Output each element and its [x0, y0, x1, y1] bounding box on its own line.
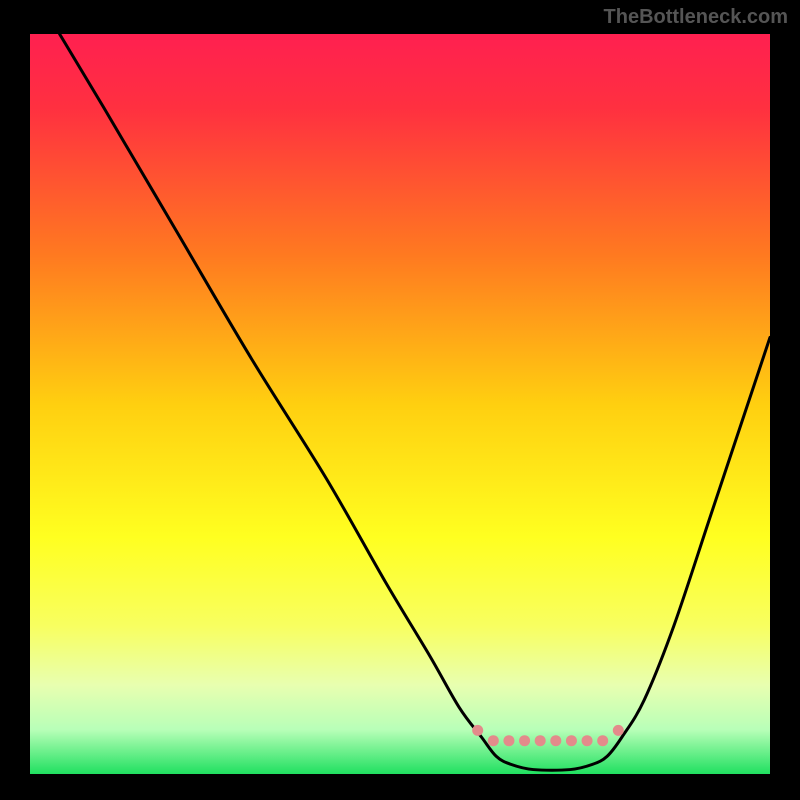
optimal-dot	[613, 725, 624, 736]
optimal-dot	[566, 735, 577, 746]
chart-container: TheBottleneck.com	[0, 0, 800, 800]
optimal-dot	[519, 735, 530, 746]
optimal-dot	[503, 735, 514, 746]
curve-overlay	[30, 34, 770, 774]
plot-area	[30, 34, 770, 774]
optimal-dot	[472, 725, 483, 736]
bottleneck-curve	[60, 34, 770, 770]
watermark-text: TheBottleneck.com	[604, 6, 788, 29]
optimal-dot	[597, 735, 608, 746]
optimal-dot	[550, 735, 561, 746]
optimal-dot	[488, 735, 499, 746]
optimal-dot	[582, 735, 593, 746]
optimal-dot	[535, 735, 546, 746]
